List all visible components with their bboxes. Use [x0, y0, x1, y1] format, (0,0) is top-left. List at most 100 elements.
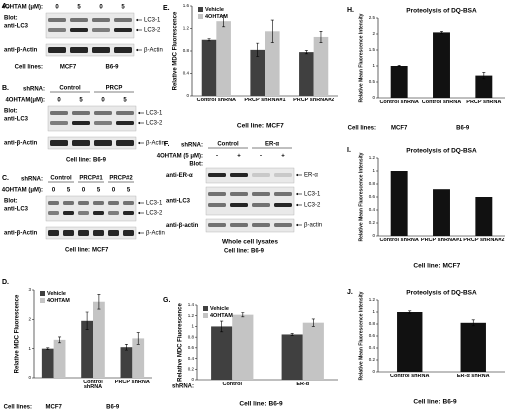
y-axis-label: Relative MDC Fluorescence [15, 294, 21, 373]
bar [53, 339, 66, 378]
shrna-label: shRNA: [23, 87, 45, 93]
x-tick-label: PRCP shRNA#2 [463, 237, 505, 243]
shrna-name: PRCP [106, 86, 123, 92]
category-label: PRCP shRNA#1 [421, 238, 462, 243]
arrow-head [136, 28, 138, 32]
error-bar [440, 31, 443, 34]
blot-band [116, 140, 134, 146]
category-label: Control [222, 381, 243, 387]
blot-band [72, 140, 90, 146]
y-axis-label: Relative Mean Fluorescence Intensity [358, 291, 364, 380]
legend-swatch [40, 298, 45, 303]
legend-label: 4OHTAM [47, 298, 70, 304]
treatment-label: 4OHTAM(μM): [5, 98, 45, 104]
band-label: ER-α [304, 173, 318, 179]
dose: 5 [127, 188, 131, 194]
cell-label: Cell line: [413, 399, 440, 406]
loading-label: anti-β-Actin [4, 48, 38, 54]
blot-band [94, 111, 112, 115]
cell-name: B6-9 [105, 65, 119, 71]
band-label: LC3-2 [146, 121, 163, 127]
y-tick-label: 1.2 [183, 26, 190, 31]
blot-band [48, 28, 66, 32]
cell-name: B6-9 [443, 399, 457, 406]
y-tick-label: 0.8 [369, 321, 376, 326]
blot-band [78, 211, 89, 215]
blot-band [114, 47, 132, 53]
antibody-label: anti-LC3 [166, 199, 191, 205]
category-label: PRCP shRNA#1 [244, 98, 285, 103]
blot-band [63, 201, 74, 205]
blot-strip [45, 12, 135, 39]
blot-band [92, 18, 110, 22]
blot-band [108, 201, 119, 205]
blot-band [63, 211, 74, 215]
y-tick-label: 0 [191, 377, 194, 382]
error-bar [220, 320, 224, 333]
blot-strip [47, 136, 137, 150]
y-tick-label: 0.6 [369, 333, 376, 338]
blot-band [252, 192, 270, 196]
arrow-head [296, 173, 298, 177]
band-label: β-Actin [146, 231, 165, 237]
dose: 5 [67, 188, 71, 194]
blot-band [93, 211, 104, 215]
antibody-label: anti-LC3 [4, 24, 29, 30]
legend-label: Vehicle [210, 306, 229, 312]
x-tick-label: ER-α [296, 381, 310, 387]
blot-band [72, 111, 90, 115]
y-tick-label: 2 [372, 31, 375, 36]
y-tick-label: 0 [186, 93, 189, 98]
legend-swatch [203, 306, 208, 311]
blot-band [208, 203, 226, 207]
error-bar [471, 319, 475, 327]
cell-name: MCF7 [60, 65, 77, 71]
bar [433, 32, 450, 98]
error-bar [136, 332, 140, 345]
cell-name: MCF7 [443, 263, 461, 270]
y-tick-label: 0.2 [369, 220, 376, 225]
cell-name: MCF7 [266, 123, 284, 130]
chart-title: Proteolysis of DQ-BSA [406, 8, 477, 15]
y-tick-label: 1.2 [188, 313, 195, 318]
bar [120, 347, 133, 378]
band-label: β-actin [304, 223, 322, 229]
category-label: PRCP shRNA#2 [463, 237, 505, 243]
blot-band [48, 230, 59, 236]
x-tick-label: Control shRNA [379, 237, 419, 243]
y-tick-label: 2 [28, 317, 31, 322]
blot-band [93, 230, 104, 236]
y-tick-label: 0.8 [369, 181, 376, 186]
bar [397, 312, 423, 372]
blot-band [50, 140, 68, 146]
blot-strip [47, 105, 137, 132]
legend-label: 4OHTAM [210, 313, 233, 319]
blot-band [78, 201, 89, 205]
band-label: LC3-1 [144, 18, 161, 24]
category-label: PRCP shRNA#2 [293, 98, 334, 103]
bar [41, 348, 54, 378]
dose: 0 [52, 188, 56, 194]
blot-band [48, 47, 66, 53]
shrna-name: Control [50, 176, 72, 182]
blot-strip [205, 218, 295, 233]
y-tick-label: 1 [372, 63, 375, 68]
cell-label: Cell line: [224, 249, 249, 255]
y-tick-label: 0.4 [183, 71, 190, 76]
bar [460, 322, 486, 372]
arrow-head [138, 211, 140, 215]
y-tick-label: 0.4 [369, 207, 376, 212]
category-label: shRNA: [172, 384, 194, 390]
band-label: LC3-2 [146, 211, 163, 217]
dose: 0 [112, 188, 116, 194]
cell-name: B6-9 [269, 401, 283, 408]
blot-band [274, 223, 292, 227]
panel-letter: I. [347, 147, 351, 154]
arrow-head [138, 231, 140, 235]
blot-band [48, 18, 66, 22]
x-tick-label: Control [222, 381, 243, 387]
error-bar [97, 294, 101, 310]
bar [433, 189, 450, 236]
panel-letter: B. [2, 85, 9, 92]
cell-label: Cell lines: [4, 405, 32, 411]
